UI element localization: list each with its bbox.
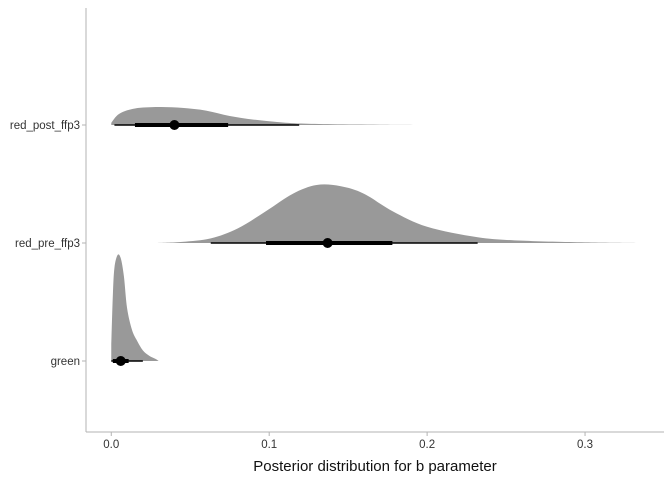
density-green	[111, 254, 159, 361]
y-tick-label-red_post_ffp3: red_post_ffp3	[10, 120, 80, 132]
x-tick-label-1: 0.1	[261, 439, 277, 451]
interval-layer	[111, 120, 478, 366]
x-axis: 0.0 0.1 0.2 0.3	[103, 432, 593, 451]
x-tick-label-3: 0.3	[577, 439, 593, 451]
point-red_post_ffp3	[169, 120, 180, 130]
x-axis-title: Posterior distribution for b parameter	[253, 458, 496, 475]
x-tick-label-2: 0.2	[419, 439, 435, 451]
density-red_post_ffp3	[111, 106, 428, 125]
y-tick-label-green: green	[51, 356, 80, 368]
y-tick-label-red_pre_ffp3: red_pre_ffp3	[15, 238, 80, 250]
x-tick-label-0: 0.0	[103, 439, 119, 451]
point-green	[115, 356, 126, 366]
density-red_pre_ffp3	[155, 184, 641, 243]
density-layer	[111, 106, 641, 361]
point-red_pre_ffp3	[322, 238, 333, 248]
y-axis: green red_pre_ffp3 red_post_ffp3	[10, 120, 86, 368]
